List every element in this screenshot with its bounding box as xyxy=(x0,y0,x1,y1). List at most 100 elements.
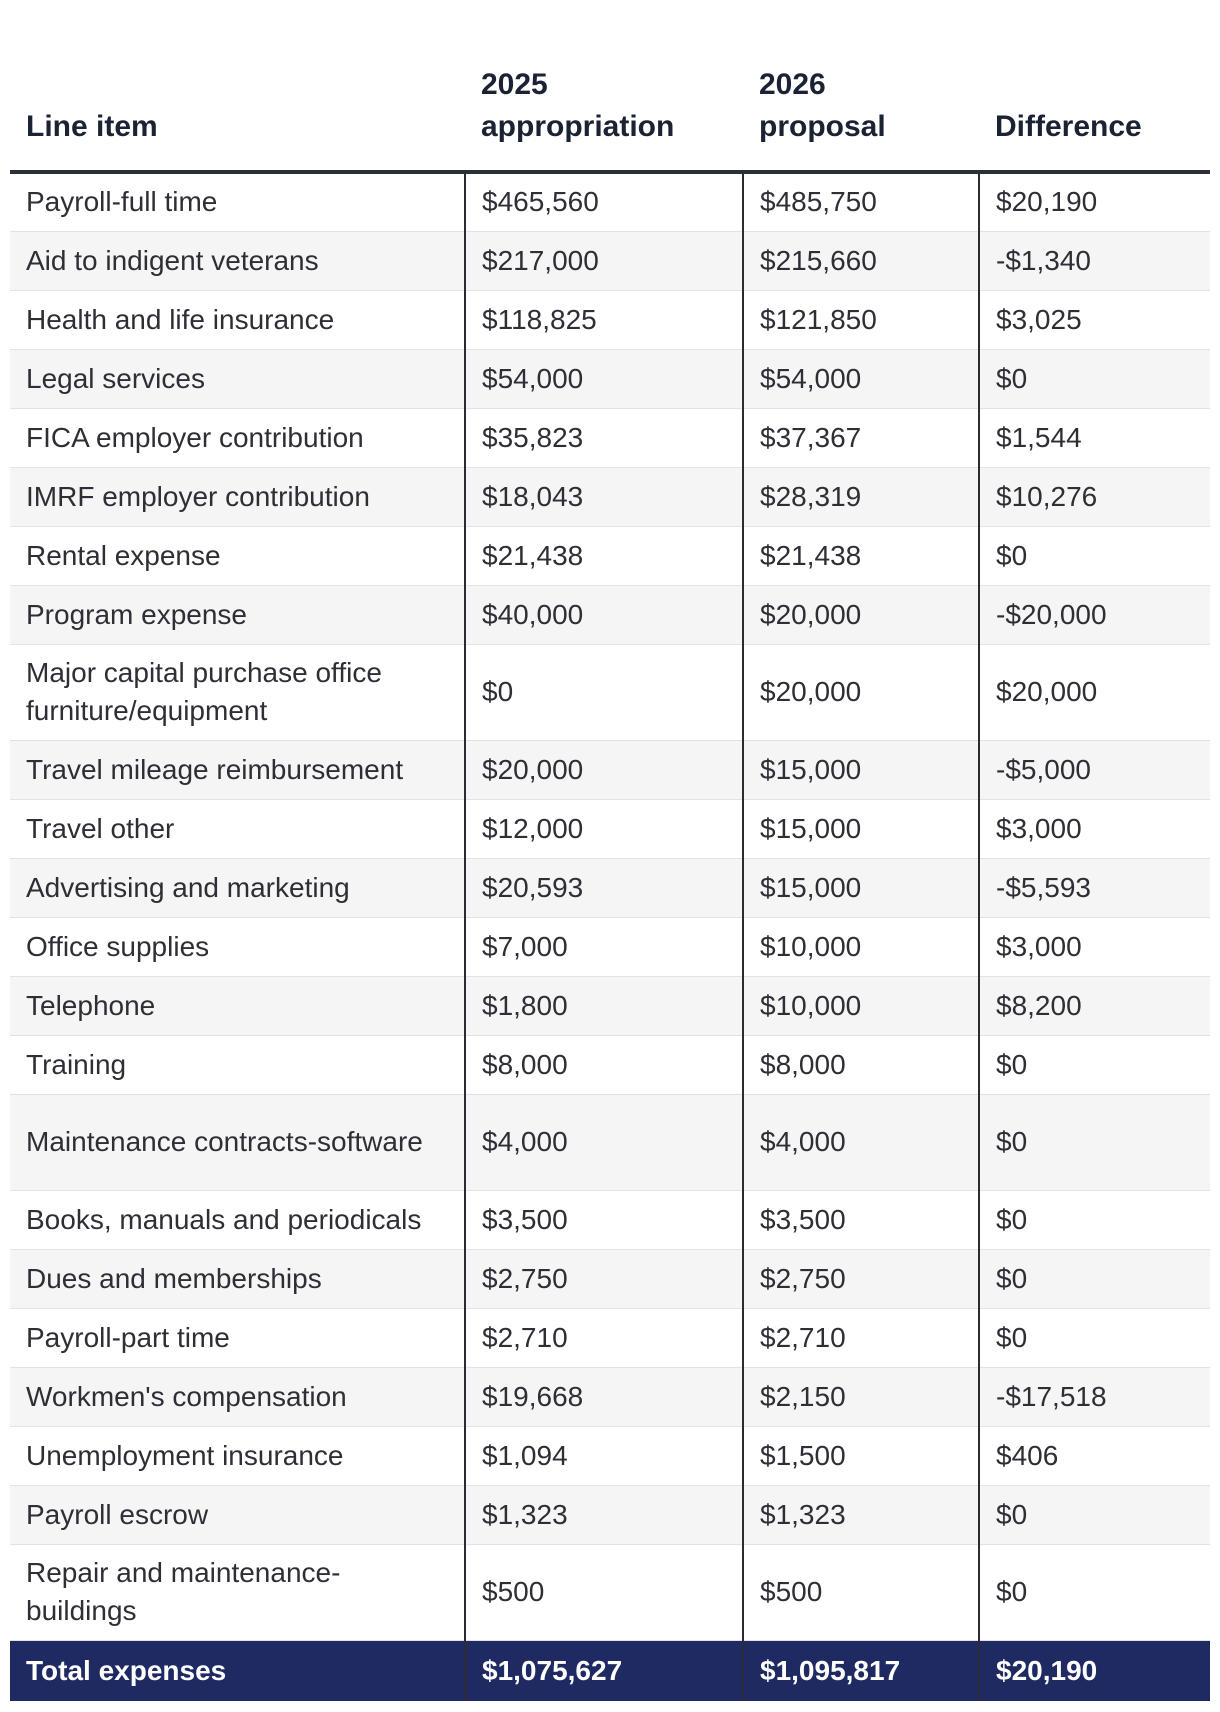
total-row: Total expenses $1,075,627 $1,095,817 $20… xyxy=(10,1640,1210,1701)
total-2025: $1,075,627 xyxy=(464,1640,743,1701)
table-row: Maintenance contracts-software $4,000 $4,0… xyxy=(10,1094,1210,1191)
line-item-cell: Payroll-full time xyxy=(10,172,465,232)
proposal-2026-cell: $2,150 xyxy=(742,1367,979,1427)
header-2025-year: 2025 xyxy=(481,68,548,101)
difference-cell: $20,190 xyxy=(978,172,1210,232)
table-row: Travel mileage reimbursement $20,000 $15,0… xyxy=(10,740,1210,800)
line-item-cell: Repair and maintenance-buildings xyxy=(10,1544,465,1641)
proposal-2026-cell: $15,000 xyxy=(742,799,979,859)
table-row: Unemployment insurance $1,094 $1,500 $406 xyxy=(10,1426,1210,1486)
line-item-cell: Program expense xyxy=(10,585,465,645)
proposal-2026-cell: $10,000 xyxy=(742,917,979,977)
difference-cell: $406 xyxy=(978,1426,1210,1486)
table-row: FICA employer contribution $35,823 $37,367… xyxy=(10,408,1210,468)
table-row: Aid to indigent veterans $217,000 $215,660… xyxy=(10,231,1210,291)
proposal-2026-cell: $1,323 xyxy=(742,1485,979,1545)
table-row: Books, manuals and periodicals $3,500 $3,5… xyxy=(10,1190,1210,1250)
budget-table: Line item 2025 appropriation 2026 propos… xyxy=(10,0,1210,1701)
appropriation-2025-cell: $2,750 xyxy=(464,1249,743,1309)
table-row: Workmen's compensation $19,668 $2,150 -$17,… xyxy=(10,1367,1210,1427)
line-item-cell: Maintenance contracts-software xyxy=(10,1094,465,1191)
line-item-cell: Training xyxy=(10,1035,465,1095)
header-line-item: Line item xyxy=(10,0,465,174)
difference-cell: -$17,518 xyxy=(978,1367,1210,1427)
proposal-2026-cell: $3,500 xyxy=(742,1190,979,1250)
table-row: Health and life insurance $118,825 $121,85… xyxy=(10,290,1210,350)
proposal-2026-cell: $1,500 xyxy=(742,1426,979,1486)
appropriation-2025-cell: $217,000 xyxy=(464,231,743,291)
table-row: Telephone $1,800 $10,000 $8,200 xyxy=(10,976,1210,1036)
difference-cell: $0 xyxy=(978,1035,1210,1095)
line-item-cell: Unemployment insurance xyxy=(10,1426,465,1486)
header-row: Line item 2025 appropriation 2026 propos… xyxy=(10,0,1210,174)
appropriation-2025-cell: $465,560 xyxy=(464,172,743,232)
difference-cell: $1,544 xyxy=(978,408,1210,468)
table-row: Rental expense $21,438 $21,438 $0 xyxy=(10,526,1210,586)
header-2025-appropriation: 2025 appropriation xyxy=(465,0,743,174)
appropriation-2025-cell: $4,000 xyxy=(464,1094,743,1191)
table-row: Dues and memberships $2,750 $2,750 $0 xyxy=(10,1249,1210,1309)
proposal-2026-cell: $54,000 xyxy=(742,349,979,409)
line-item-cell: Aid to indigent veterans xyxy=(10,231,465,291)
total-label: Total expenses xyxy=(10,1640,465,1701)
proposal-2026-cell: $2,750 xyxy=(742,1249,979,1309)
difference-cell: -$5,593 xyxy=(978,858,1210,918)
line-item-cell: Advertising and marketing xyxy=(10,858,465,918)
appropriation-2025-cell: $118,825 xyxy=(464,290,743,350)
line-item-cell: Travel other xyxy=(10,799,465,859)
line-item-cell: Workmen's compensation xyxy=(10,1367,465,1427)
line-item-cell: Health and life insurance xyxy=(10,290,465,350)
table-row: Major capital purchase office furniture/… xyxy=(10,644,1210,741)
line-item-cell: IMRF employer contribution xyxy=(10,467,465,527)
line-item-cell: FICA employer contribution xyxy=(10,408,465,468)
proposal-2026-cell: $20,000 xyxy=(742,585,979,645)
proposal-2026-cell: $20,000 xyxy=(742,644,979,741)
appropriation-2025-cell: $1,323 xyxy=(464,1485,743,1545)
proposal-2026-cell: $4,000 xyxy=(742,1094,979,1191)
difference-cell: $0 xyxy=(978,1308,1210,1368)
difference-cell: $0 xyxy=(978,1094,1210,1191)
table-row: Repair and maintenance-buildings $500 $500… xyxy=(10,1544,1210,1641)
proposal-2026-cell: $15,000 xyxy=(742,858,979,918)
table-row: Travel other $12,000 $15,000 $3,000 xyxy=(10,799,1210,859)
line-item-cell: Rental expense xyxy=(10,526,465,586)
difference-cell: $3,000 xyxy=(978,799,1210,859)
header-difference: Difference xyxy=(979,0,1210,174)
difference-cell: $10,276 xyxy=(978,467,1210,527)
proposal-2026-cell: $28,319 xyxy=(742,467,979,527)
difference-cell: $3,025 xyxy=(978,290,1210,350)
header-2026-year: 2026 xyxy=(759,68,826,101)
difference-cell: $0 xyxy=(978,1190,1210,1250)
total-2026: $1,095,817 xyxy=(742,1640,979,1701)
table-row: Advertising and marketing $20,593 $15,000-… xyxy=(10,858,1210,918)
table-row: Office supplies $7,000 $10,000 $3,000 xyxy=(10,917,1210,977)
difference-cell: -$5,000 xyxy=(978,740,1210,800)
appropriation-2025-cell: $54,000 xyxy=(464,349,743,409)
appropriation-2025-cell: $8,000 xyxy=(464,1035,743,1095)
proposal-2026-cell: $21,438 xyxy=(742,526,979,586)
appropriation-2025-cell: $2,710 xyxy=(464,1308,743,1368)
table-row: Program expense $40,000 $20,000 -$20,000 xyxy=(10,585,1210,645)
appropriation-2025-cell: $40,000 xyxy=(464,585,743,645)
difference-cell: $0 xyxy=(978,1249,1210,1309)
table-row: Payroll-part time $2,710 $2,710 $0 xyxy=(10,1308,1210,1368)
header-2025-label: appropriation xyxy=(481,110,675,143)
table-row: Training $8,000 $8,000 $0 xyxy=(10,1035,1210,1095)
line-item-cell: Telephone xyxy=(10,976,465,1036)
table-row: Legal services $54,000 $54,000 $0 xyxy=(10,349,1210,409)
table-row: Payroll escrow $1,323 $1,323 $0 xyxy=(10,1485,1210,1545)
line-item-cell: Payroll-part time xyxy=(10,1308,465,1368)
difference-cell: $0 xyxy=(978,1544,1210,1641)
line-item-cell: Payroll escrow xyxy=(10,1485,465,1545)
table-row: Payroll-full time $465,560 $485,750 $20,190 xyxy=(10,172,1210,232)
appropriation-2025-cell: $20,593 xyxy=(464,858,743,918)
difference-cell: $8,200 xyxy=(978,976,1210,1036)
difference-cell: $0 xyxy=(978,349,1210,409)
line-item-cell: Legal services xyxy=(10,349,465,409)
difference-cell: $20,000 xyxy=(978,644,1210,741)
appropriation-2025-cell: $18,043 xyxy=(464,467,743,527)
appropriation-2025-cell: $20,000 xyxy=(464,740,743,800)
proposal-2026-cell: $8,000 xyxy=(742,1035,979,1095)
total-difference: $20,190 xyxy=(978,1640,1210,1701)
appropriation-2025-cell: $0 xyxy=(464,644,743,741)
